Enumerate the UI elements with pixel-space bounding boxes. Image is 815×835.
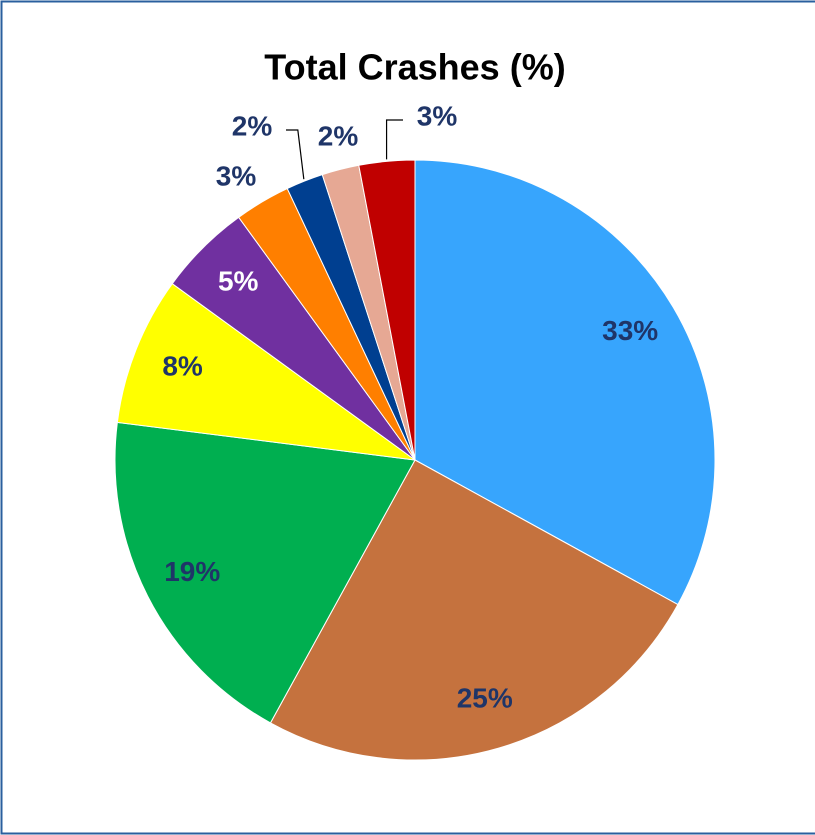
data-label: 2%	[232, 110, 273, 141]
pie-slice	[114, 421, 416, 724]
pie-slice	[414, 159, 716, 606]
data-label: 25%	[457, 682, 513, 713]
data-label: 2%	[318, 120, 359, 151]
data-label: 8%	[162, 350, 203, 381]
leader-line	[286, 129, 305, 180]
data-label: 3%	[417, 100, 458, 131]
data-label: 3%	[216, 160, 257, 191]
pie-slice	[269, 459, 679, 761]
data-label: 5%	[218, 266, 259, 297]
data-label: 19%	[164, 556, 220, 587]
chart-title: Total Crashes (%)	[264, 47, 565, 88]
leader-line	[385, 119, 403, 160]
data-label: 33%	[602, 315, 658, 346]
pie-slice	[358, 159, 416, 461]
pie-slice	[116, 282, 416, 461]
